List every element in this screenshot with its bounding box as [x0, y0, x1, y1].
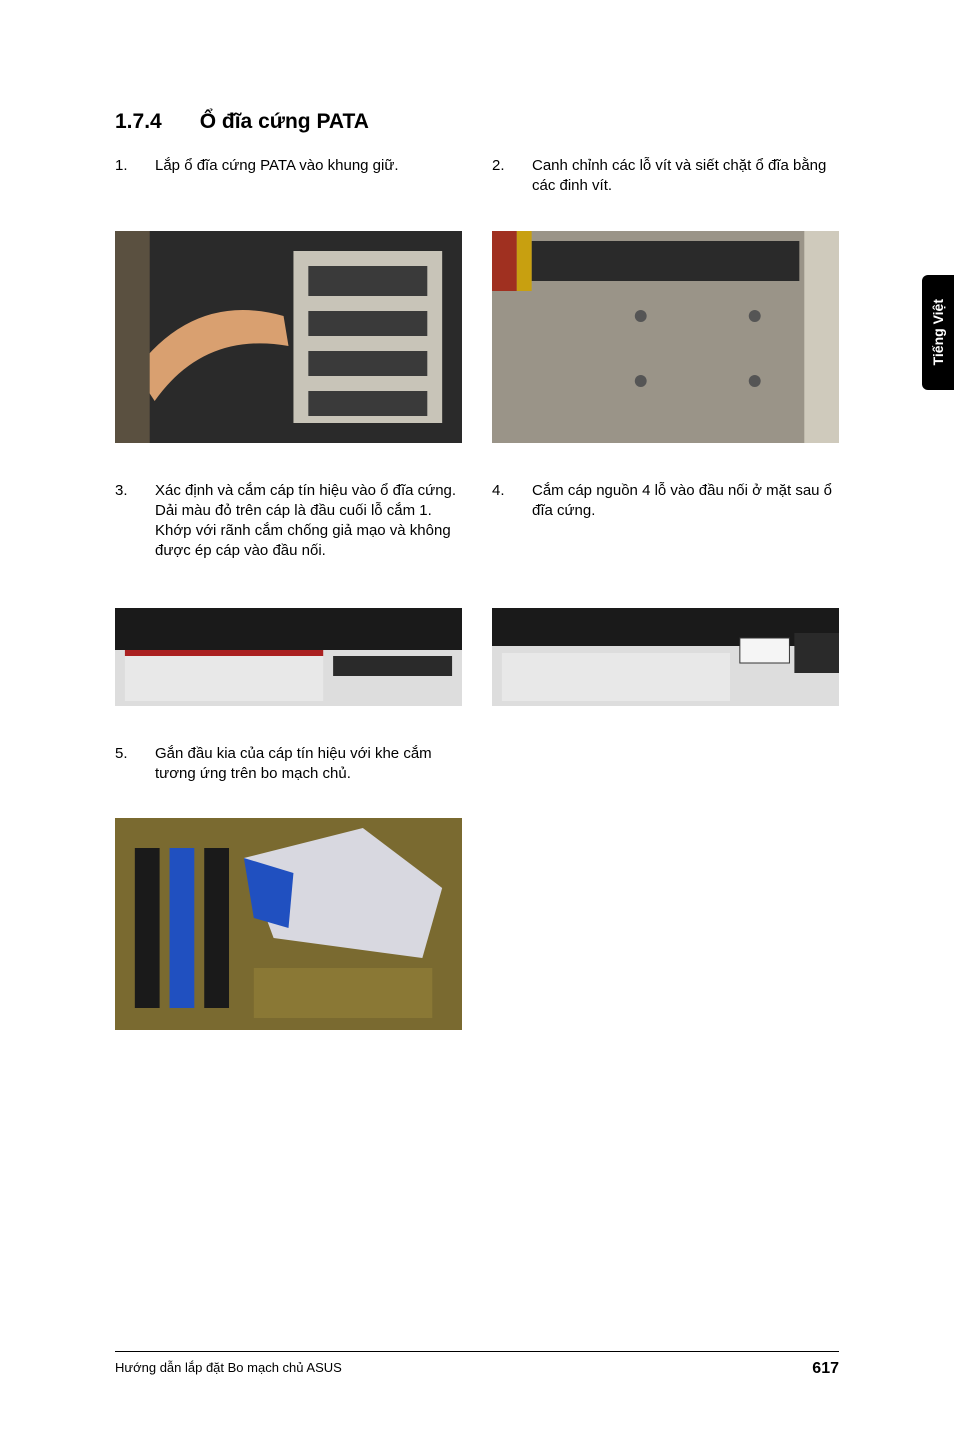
page-number: 617: [812, 1360, 839, 1378]
row-images-1-2: [115, 225, 839, 463]
step-2-number: 2.: [492, 156, 532, 197]
row-steps-3-4: 3. Xác định và cắm cáp tín hiệu vào ổ đĩ…: [115, 481, 839, 572]
step-3: 3. Xác định và cắm cáp tín hiệu vào ổ đĩ…: [115, 481, 462, 562]
row-steps-1-2: 1. Lắp ổ đĩa cứng PATA vào khung giữ. 2.…: [115, 156, 839, 207]
col-image-2: [492, 225, 839, 463]
col-step-5-empty: [492, 744, 839, 795]
page-footer: Hướng dẫn lắp đặt Bo mạch chủ ASUS 617: [115, 1351, 839, 1378]
step-4: 4. Cắm cáp nguồn 4 lỗ vào đầu nối ở mặt …: [492, 481, 839, 522]
section-number: 1.7.4: [115, 110, 162, 134]
image-step-3: [115, 608, 462, 706]
row-images-3-4: [115, 602, 839, 726]
step-3-number: 3.: [115, 481, 155, 562]
step-1: 1. Lắp ổ đĩa cứng PATA vào khung giữ.: [115, 156, 462, 176]
col-step-1: 1. Lắp ổ đĩa cứng PATA vào khung giữ.: [115, 156, 462, 207]
col-image-5-empty: [492, 812, 839, 1050]
image-step-1: [115, 231, 462, 443]
col-image-1: [115, 225, 462, 463]
step-1-number: 1.: [115, 156, 155, 176]
image-step-5: [115, 818, 462, 1030]
row-image-5: [115, 812, 839, 1050]
col-image-3: [115, 602, 462, 726]
col-step-2: 2. Canh chỉnh các lỗ vít và siết chặt ổ …: [492, 156, 839, 207]
footer-text: Hướng dẫn lắp đặt Bo mạch chủ ASUS: [115, 1360, 342, 1378]
step-1-text: Lắp ổ đĩa cứng PATA vào khung giữ.: [155, 156, 462, 176]
col-image-5: [115, 812, 462, 1050]
row-step-5: 5. Gắn đầu kia của cáp tín hiệu với khe …: [115, 744, 839, 795]
page-content: 1.7.4 Ổ đĩa cứng PATA 1. Lắp ổ đĩa cứng P…: [0, 0, 954, 1438]
col-step-4: 4. Cắm cáp nguồn 4 lỗ vào đầu nối ở mặt …: [492, 481, 839, 572]
section-heading: 1.7.4 Ổ đĩa cứng PATA: [115, 110, 839, 134]
image-step-2: [492, 231, 839, 443]
step-5-number: 5.: [115, 744, 155, 785]
col-image-4: [492, 602, 839, 726]
step-2-text: Canh chỉnh các lỗ vít và siết chặt ổ đĩa…: [532, 156, 839, 197]
step-5-text: Gắn đầu kia của cáp tín hiệu với khe cắm…: [155, 744, 462, 785]
step-2: 2. Canh chỉnh các lỗ vít và siết chặt ổ …: [492, 156, 839, 197]
step-4-number: 4.: [492, 481, 532, 522]
step-4-text: Cắm cáp nguồn 4 lỗ vào đầu nối ở mặt sau…: [532, 481, 839, 522]
step-3-text: Xác định và cắm cáp tín hiệu vào ổ đĩa c…: [155, 481, 462, 562]
section-title: Ổ đĩa cứng PATA: [200, 110, 369, 133]
col-step-5: 5. Gắn đầu kia của cáp tín hiệu với khe …: [115, 744, 462, 795]
step-5: 5. Gắn đầu kia của cáp tín hiệu với khe …: [115, 744, 462, 785]
image-step-4: [492, 608, 839, 706]
col-step-3: 3. Xác định và cắm cáp tín hiệu vào ổ đĩ…: [115, 481, 462, 572]
